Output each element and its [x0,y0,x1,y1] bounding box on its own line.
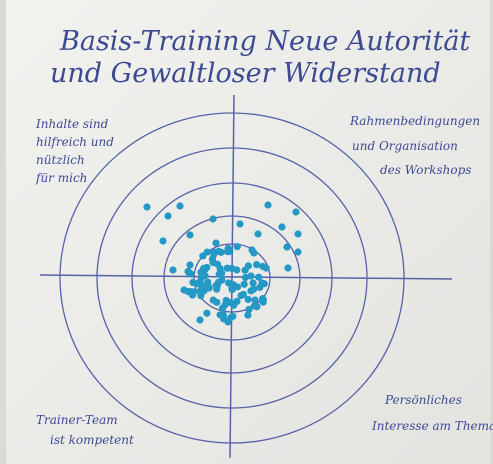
note-line: und Organisation [352,139,458,153]
dot [199,252,207,260]
dot [180,286,188,294]
quadrant-bottom-left: Trainer-Team ist kompetent [36,413,134,447]
dot [236,220,244,228]
dot [294,248,302,256]
dot [245,305,253,314]
quadrant-top-left: Inhalte sind hilfreich und nützlich für … [35,117,114,185]
dot [209,215,217,223]
quadrant-bottom-right: Persönliches Interesse am Thema [371,393,493,433]
dot [244,262,252,270]
dots [143,201,302,326]
dot [224,318,232,326]
dot [227,298,235,307]
dot [186,231,194,239]
paper [6,0,490,464]
dot [225,279,233,287]
dot [255,273,263,281]
dot [237,291,245,300]
dot [247,287,255,295]
dot [203,309,211,317]
dot [199,264,208,273]
dot [229,312,237,320]
note-line: Trainer-Team [36,413,118,427]
dot [213,298,221,306]
dot [196,316,204,324]
dot [251,296,259,304]
dot [189,278,197,287]
dot [169,266,177,274]
dot [294,230,302,238]
quadrant-top-right: Rahmenbedingungen und Organisation des W… [349,114,480,177]
dot [190,288,198,296]
dot [233,283,242,291]
note-line: Interesse am Thema [371,419,493,433]
dot [204,281,212,289]
note-line: nützlich [36,153,85,167]
dot [209,258,217,267]
dot [253,261,261,269]
dot [143,203,151,211]
dot [258,279,266,287]
note-line: für mich [35,171,87,185]
dot [221,301,229,309]
dot [212,239,220,247]
dot [196,278,204,286]
dot [233,243,241,251]
dot [284,264,292,272]
dot [247,272,255,280]
dot [283,243,291,251]
dot [164,212,172,220]
dot [200,287,208,295]
title-line: Basis-Training Neue Autorität [59,26,470,57]
dot [184,267,192,276]
note-line: Rahmenbedingungen [349,114,480,128]
dot [241,273,250,282]
dot [228,264,236,273]
dot [264,201,272,209]
note-line: Inhalte sind [35,117,109,131]
dot [217,248,225,256]
dot [159,237,167,245]
dot [176,202,184,210]
axis [229,94,235,459]
dot [215,270,223,278]
dot [292,208,300,216]
dot [213,282,221,290]
note-line: ist kompetent [50,433,134,447]
dot [259,262,267,270]
dot [249,279,257,287]
dot [240,280,248,288]
dot [254,230,262,238]
dot [248,246,256,254]
dot [186,261,194,269]
note-line: des Workshops [380,163,471,177]
dot [244,311,252,319]
dot [224,244,232,252]
note-line: Persönliches [384,393,462,407]
dot [253,303,261,311]
dot [278,223,286,231]
dot [233,297,241,305]
dot [244,295,252,304]
note-line: hilfreich und [36,135,114,149]
dot [259,295,267,303]
title-line: und Gewaltloser Widerstand [50,58,441,89]
